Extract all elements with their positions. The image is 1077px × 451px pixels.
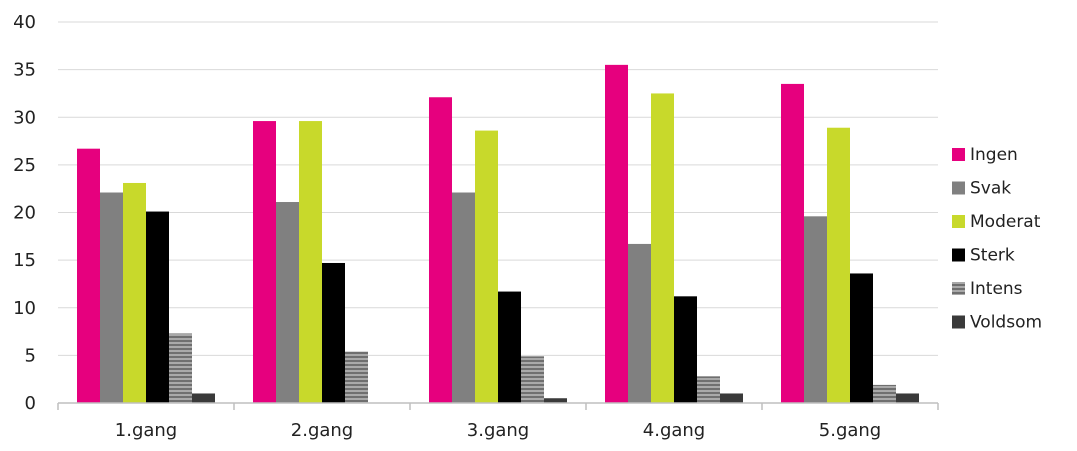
bar-moderat-4gang bbox=[651, 93, 674, 403]
bar-voldsom-1gang bbox=[192, 393, 215, 403]
bar-svak-1gang bbox=[100, 192, 123, 403]
bar-svak-3gang bbox=[452, 192, 475, 403]
legend-label-intens: Intens bbox=[970, 279, 1023, 299]
legend-label-voldsom: Voldsom bbox=[970, 313, 1042, 333]
bar-intens-1gang bbox=[169, 333, 192, 403]
bar-svak-4gang bbox=[628, 243, 651, 403]
bar-voldsom-4gang bbox=[720, 393, 743, 403]
bar-intens-4gang bbox=[697, 376, 720, 403]
legend-swatch-ingen bbox=[952, 148, 965, 161]
legend-swatch-intens bbox=[952, 282, 965, 295]
x-tick-label: 2.gang bbox=[291, 420, 353, 441]
y-tick-label: 25 bbox=[13, 155, 36, 176]
y-tick-label: 15 bbox=[13, 250, 36, 271]
bar-moderat-3gang bbox=[475, 130, 498, 403]
bar-sterk-4gang bbox=[674, 296, 697, 403]
bar-sterk-3gang bbox=[498, 291, 521, 403]
legend-swatch-sterk bbox=[952, 248, 965, 262]
x-tick-label: 4.gang bbox=[643, 420, 705, 441]
bar-ingen-3gang bbox=[429, 97, 452, 403]
bar-sterk-1gang bbox=[146, 211, 169, 403]
bar-svak-5gang bbox=[804, 216, 827, 403]
bar-sterk-2gang bbox=[322, 262, 345, 403]
y-tick-label: 35 bbox=[13, 60, 36, 81]
y-tick-label: 20 bbox=[13, 203, 36, 224]
bar-intens-2gang bbox=[345, 351, 368, 403]
y-tick-label: 0 bbox=[25, 393, 36, 414]
legend-label-ingen: Ingen bbox=[970, 145, 1018, 165]
legend-label-moderat: Moderat bbox=[970, 212, 1041, 232]
bars bbox=[77, 64, 919, 404]
y-tick-label: 30 bbox=[13, 107, 36, 128]
bar-moderat-5gang bbox=[827, 127, 850, 403]
bar-ingen-4gang bbox=[605, 64, 628, 404]
bar-moderat-2gang bbox=[299, 121, 322, 403]
x-tick-label: 3.gang bbox=[467, 420, 529, 441]
legend-swatch-voldsom bbox=[952, 315, 965, 329]
x-tick-label: 1.gang bbox=[115, 420, 177, 441]
x-tick-label: 5.gang bbox=[819, 420, 881, 441]
bar-ingen-5gang bbox=[781, 83, 804, 403]
y-tick-label: 40 bbox=[13, 12, 36, 33]
y-tick-label: 10 bbox=[13, 298, 36, 319]
bar-voldsom-5gang bbox=[896, 393, 919, 403]
bar-intens-5gang bbox=[873, 384, 896, 403]
bar-moderat-1gang bbox=[123, 182, 146, 403]
bar-ingen-1gang bbox=[77, 148, 100, 403]
bar-voldsom-3gang bbox=[544, 398, 567, 403]
bar-svak-2gang bbox=[276, 202, 299, 403]
legend-label-svak: Svak bbox=[970, 179, 1011, 199]
legend: Ingen Svak Moderat Sterk Intens Voldsom bbox=[952, 145, 1042, 333]
legend-swatch-svak bbox=[952, 181, 965, 195]
bar-sterk-5gang bbox=[850, 273, 873, 403]
x-axis-tick-labels: 1.gang 2.gang 3.gang 4.gang 5.gang bbox=[115, 420, 881, 441]
x-axis bbox=[57, 402, 939, 410]
y-tick-label: 5 bbox=[25, 345, 36, 366]
legend-swatch-moderat bbox=[952, 215, 965, 228]
bar-intens-3gang bbox=[521, 356, 544, 403]
legend-label-sterk: Sterk bbox=[970, 246, 1015, 266]
bar-ingen-2gang bbox=[253, 121, 276, 403]
y-axis-tick-labels: 0 5 10 15 20 25 30 35 40 bbox=[13, 12, 36, 414]
